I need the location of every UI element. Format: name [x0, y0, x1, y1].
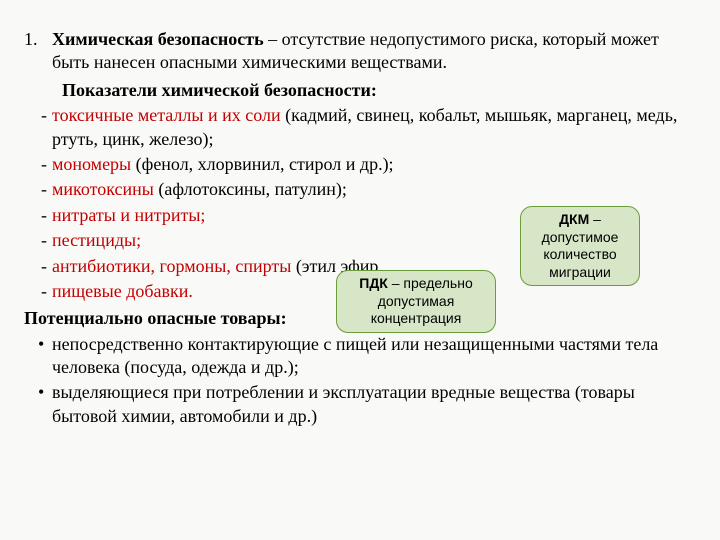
list-item: •выделяющиеся при потреблении и эксплуат…: [12, 381, 700, 428]
dash-text: токсичные металлы и их соли (кадмий, сви…: [52, 104, 700, 151]
bullet-marker: •: [12, 333, 52, 380]
list-item: •непосредственно контактирующие с пищей …: [12, 333, 700, 380]
callout-dkm: ДКМ – допустимое количество миграции: [520, 206, 640, 286]
dash-marker: -: [12, 204, 52, 227]
dash-marker: -: [12, 153, 52, 176]
list-item: -мономеры (фенол, хлорвинил, стирол и др…: [12, 153, 700, 176]
term-bold: Химическая безопасность: [52, 29, 264, 49]
bullet-text: выделяющиеся при потреблении и эксплуата…: [52, 381, 700, 428]
dash-marker: -: [12, 229, 52, 252]
list-number: 1.: [12, 28, 52, 75]
callout-pdk: ПДК – предельно допустимая концентрация: [336, 270, 496, 333]
bullet-marker: •: [12, 381, 52, 428]
dash-marker: -: [12, 255, 52, 278]
dash-text: микотоксины (афлотоксины, патулин);: [52, 178, 700, 201]
bullet-list: •непосредственно контактирующие с пищей …: [12, 333, 700, 429]
dash-text: мономеры (фенол, хлорвинил, стирол и др.…: [52, 153, 700, 176]
dash-marker: -: [12, 280, 52, 303]
dash-marker: -: [12, 178, 52, 201]
subheading-indicators: Показатели химической безопасности:: [62, 79, 700, 102]
bullet-text: непосредственно контактирующие с пищей и…: [52, 333, 700, 380]
numbered-text: Химическая безопасность – отсутствие нед…: [52, 28, 700, 75]
callout-bold: ПДК: [359, 275, 388, 291]
dash-marker: -: [12, 104, 52, 151]
numbered-item: 1. Химическая безопасность – отсутствие …: [12, 28, 700, 75]
list-item: -микотоксины (афлотоксины, патулин);: [12, 178, 700, 201]
list-item: -токсичные металлы и их соли (кадмий, св…: [12, 104, 700, 151]
callout-bold: ДКМ: [559, 211, 589, 227]
